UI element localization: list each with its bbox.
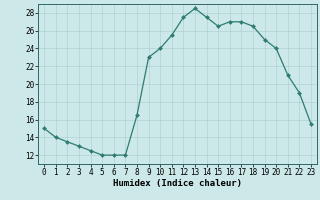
X-axis label: Humidex (Indice chaleur): Humidex (Indice chaleur) xyxy=(113,179,242,188)
